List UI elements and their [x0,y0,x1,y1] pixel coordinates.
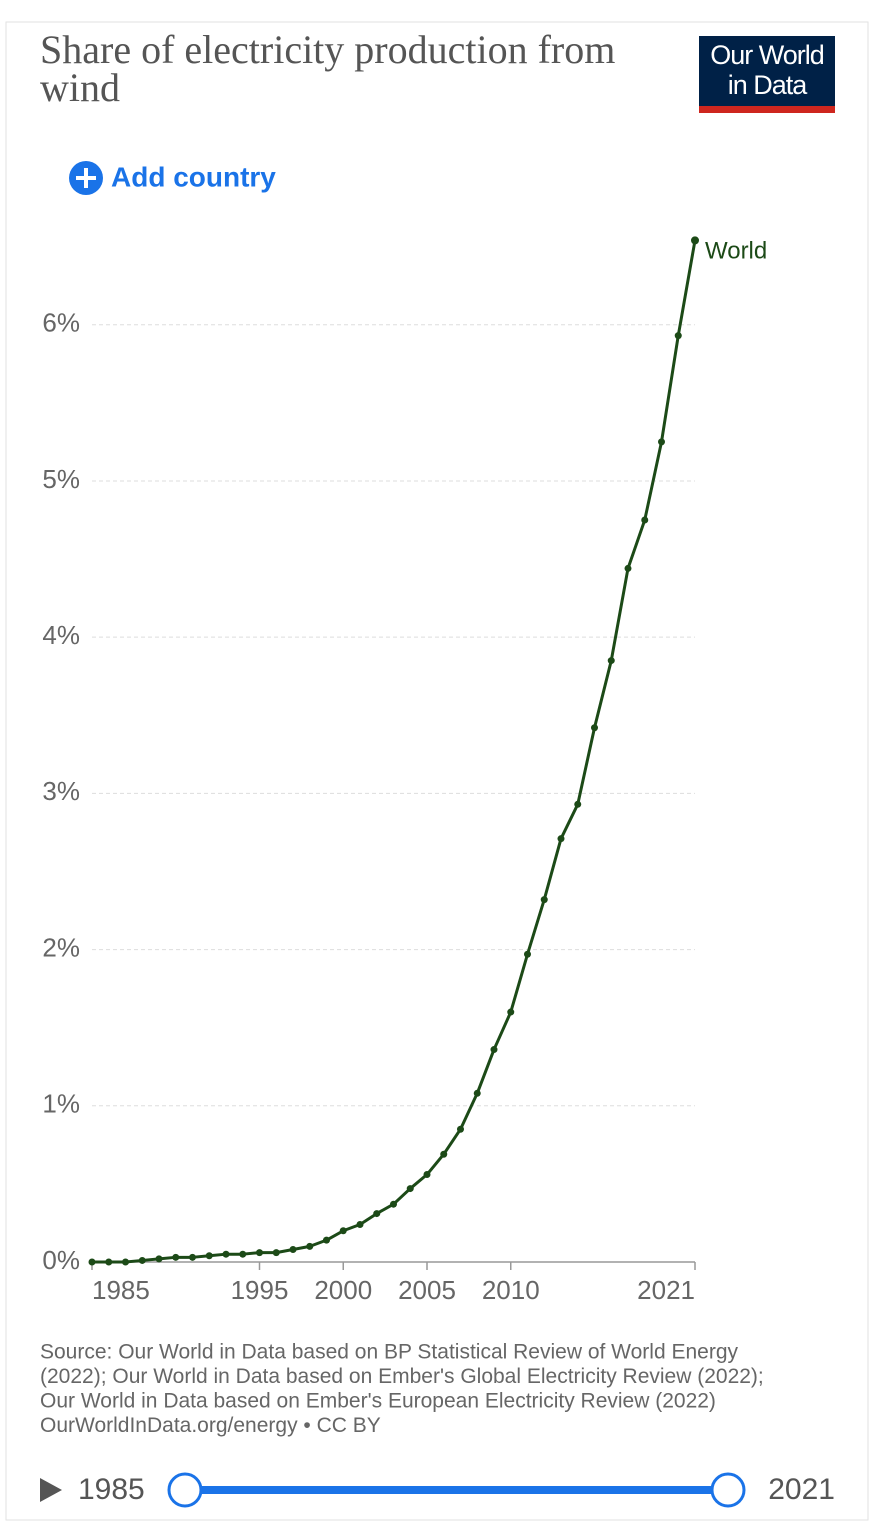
data-point [406,1185,414,1193]
data-point [155,1255,163,1263]
data-point [289,1246,297,1254]
data-point [222,1250,230,1258]
add-country-label: Add country [111,161,276,192]
data-point [239,1250,247,1258]
y-tick-label: 2% [42,932,80,962]
data-point [122,1258,129,1266]
logo-text: in Data [728,70,809,100]
x-tick-label: 2005 [398,1275,456,1305]
timeline-start: 1985 [78,1473,145,1506]
data-point [691,236,699,245]
series-label: World [705,238,767,265]
data-point [172,1253,180,1261]
logo-text: Our World [710,40,824,70]
data-point [440,1150,448,1158]
source-text: Source: Our World in Data based on BP St… [40,1341,738,1364]
data-point [138,1256,146,1264]
logo-bar [699,106,835,113]
data-point [658,438,665,446]
data-point [105,1258,113,1266]
data-point [507,1008,515,1016]
data-point [88,1258,96,1266]
data-point [624,564,632,572]
data-point [524,950,531,958]
chart-title: Share of electricity production from [40,27,615,72]
data-point [423,1171,431,1179]
data-point [256,1249,263,1257]
source-text: OurWorldInData.org/energy • CC BY [40,1414,381,1437]
x-tick-label: 2000 [314,1275,372,1305]
x-tick-label: 1995 [231,1275,289,1305]
y-tick-label: 5% [42,464,80,494]
data-point [390,1200,397,1208]
timeline-handle[interactable] [710,1472,746,1508]
y-tick-label: 4% [42,620,80,650]
data-point [457,1125,464,1133]
x-tick-label: 1985 [92,1275,150,1305]
data-point [540,896,548,904]
data-point [591,724,598,732]
x-tick-label: 2010 [482,1275,540,1305]
data-point [641,516,649,524]
data-point [607,657,615,665]
data-point [339,1227,347,1235]
data-point [205,1252,213,1260]
logo[interactable]: Our World in Data [699,36,835,113]
data-point [272,1249,280,1257]
data-point [356,1221,364,1229]
data-point [189,1253,196,1261]
data-point [473,1089,481,1097]
x-tick-label: 2021 [637,1275,695,1305]
logo-box [699,36,835,106]
data-point [306,1242,314,1250]
timeline-track [185,1486,728,1494]
play-button[interactable] [40,1478,62,1502]
timeline-handle[interactable] [167,1472,203,1508]
add-country-button[interactable]: Add country [69,161,276,195]
y-tick-label: 1% [42,1089,80,1119]
data-point [490,1046,498,1054]
data-point [674,332,682,340]
data-point [323,1236,330,1244]
data-point [574,800,582,808]
chart-title: wind [40,65,120,110]
y-tick-label: 0% [42,1245,80,1275]
y-tick-label: 3% [42,776,80,806]
add-icon-plus [76,168,96,188]
data-point [373,1210,381,1218]
card [5,21,869,1521]
timeline-end: 2021 [768,1473,835,1506]
y-tick-label: 6% [42,308,80,338]
source-text: Our World in Data based on Ember's Europ… [40,1390,716,1413]
data-point [557,835,565,843]
source-text: (2022); Our World in Data based on Ember… [40,1365,764,1388]
